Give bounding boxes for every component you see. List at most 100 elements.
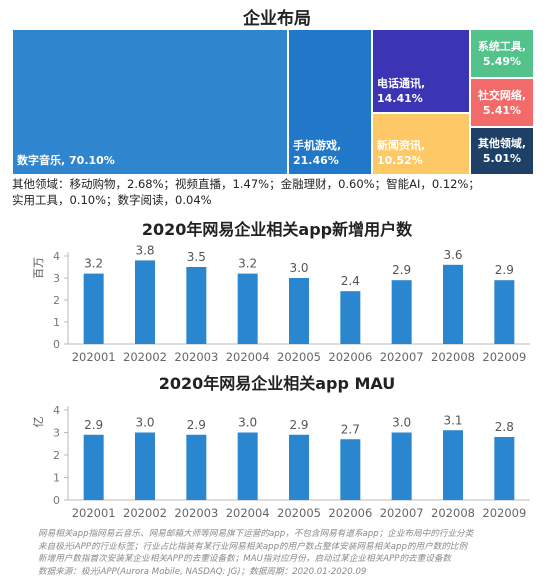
bar [289,434,309,500]
data-label: 2.9 [289,418,308,432]
x-tick-label: 202003 [174,506,218,520]
treemap: 数字音乐, 70.10% 手机游戏, 21.46% 电话通讯, 14.41% 新闻资… [12,29,534,175]
bar [186,434,207,500]
data-label: 3.1 [443,413,462,427]
x-tick-label: 202008 [431,506,475,520]
footnote-line-4: 数据来源：极光iAPP(Aurora Mobile, NASDAQ: JG)；数… [38,566,367,577]
bar [494,280,515,344]
x-tick-label: 202006 [328,350,372,364]
chart-title-new-users: 2020年网易企业相关app新增用户数 [141,220,413,239]
tile-label: 数字音乐 [17,154,61,167]
tile-mobile-games: 手机游戏, 21.46% [288,29,372,175]
bar [237,273,258,344]
tile-value: 5.01% [482,152,522,165]
tile-digital-music: 数字音乐, 70.10% [12,29,288,175]
x-tick-label: 202002 [123,506,167,520]
tile-value: 21.46% [293,154,339,167]
tile-label: 其他领域 [477,137,522,150]
x-tick-label: 202005 [277,506,321,520]
tile-social-network: 社交网络, 5.41% [470,78,534,127]
bar [186,267,207,344]
other-note-line-2: 实用工具，0.10%；数字阅读，0.04% [12,193,212,207]
tile-news: 新闻资讯, 10.52% [372,113,470,175]
bar-chart-mau: 0 1 2 3 4亿 2.9 202001 3.0 202002 2.9 202003 3.0 2020… [32,404,530,520]
bar [237,432,258,500]
bar [83,273,104,344]
x-tick-label: 202009 [482,506,526,520]
data-label: 2.9 [495,263,514,277]
y-tick-label: 2 [53,294,60,307]
y-tick-label: 1 [53,316,60,329]
x-tick-label: 202006 [328,506,372,520]
y-axis-label: 百万 [32,257,45,279]
tile-label: 电话通讯 [377,77,421,90]
tile-value: 10.52% [377,154,423,167]
bar-chart-new-users: 0 1 2 3 4 百万 3.2 202001 3.8 202002 3.5 202003 3.2 202… [32,243,530,364]
tile-label: 系统工具 [477,39,522,53]
x-tick-label: 202009 [482,350,526,364]
data-label: 2.8 [495,420,514,434]
footnote-line-3: 新增用户数指首次安装某企业相关APP的去重设备数；MAU指对应月份，启动过某企业… [38,554,452,564]
tile-label: 社交网络 [477,88,522,102]
chart-title-mau: 2020年网易企业相关app MAU [158,374,396,393]
data-label: 2.7 [341,422,360,436]
footnote-line-2: 来自极光iAPP的行业标签；行业占比指装有某行业网易相关app的用户数占整体安装… [38,541,468,552]
footnote: 网易相关app指网易云音乐、网易邮箱大师等网易旗下运营的app，不包含网易有道系… [38,528,548,578]
data-label: 3.0 [135,416,154,430]
bar [135,432,155,500]
data-label: 2.9 [392,263,411,277]
data-label: 2.9 [187,418,206,432]
x-tick-label: 202002 [123,350,167,364]
other-note-line-1: 其他领域：移动购物，2.68%；视频直播，1.47%；金融理财，0.60%；智能… [12,177,480,191]
x-tick-label: 202003 [174,350,218,364]
bar [340,439,361,500]
data-label: 2.9 [84,418,103,432]
y-tick-label: 2 [53,449,60,462]
tile-value: 70.10% [69,154,115,167]
y-tick-label: 0 [53,338,60,351]
data-label: 3.6 [443,248,462,262]
treemap-title: 企业布局 [243,9,311,29]
x-tick-label: 202005 [277,350,321,364]
tile-value: 5.41% [482,103,522,117]
x-tick-label: 202001 [72,506,116,520]
bar [443,264,463,344]
y-tick-label: 0 [53,494,60,507]
y-axis-label: 亿 [32,417,45,428]
tile-value: 5.49% [482,54,522,68]
data-label: 3.2 [238,257,257,271]
data-label: 3.0 [289,261,308,275]
tile-other-fields: 其他领域, 5.01% [470,127,534,175]
tile-label: 手机游戏 [293,139,337,152]
bar [494,437,515,500]
data-label: 2.4 [341,274,360,288]
y-tick-label: 4 [53,250,60,263]
bar [289,278,309,344]
x-tick-label: 202007 [380,506,424,520]
data-label: 3.0 [392,416,411,430]
x-tick-label: 202001 [72,350,116,364]
x-tick-label: 202004 [226,350,270,364]
tile-label: 新闻资讯 [377,139,421,152]
bar [391,280,412,344]
bar [135,260,155,344]
bar [83,434,104,500]
tile-system-tools: 系统工具, 5.49% [470,29,534,78]
tile-telecom: 电话通讯, 14.41% [372,29,470,113]
x-tick-label: 202004 [226,506,270,520]
bar [443,430,463,500]
bar [391,432,412,500]
other-fields-note: 其他领域：移动购物，2.68%；视频直播，1.47%；金融理财，0.60%；智能… [12,176,547,208]
x-tick-label: 202007 [380,350,424,364]
bar [340,291,361,344]
data-label: 3.0 [238,416,257,430]
y-tick-label: 1 [53,472,60,485]
data-label: 3.2 [84,257,103,271]
footnote-line-1: 网易相关app指网易云音乐、网易邮箱大师等网易旗下运营的app，不包含网易有道系… [38,529,474,539]
y-tick-label: 3 [53,272,60,285]
tile-value: 14.41% [377,92,423,105]
data-label: 3.8 [135,243,154,257]
y-tick-label: 3 [53,427,60,440]
y-tick-label: 4 [53,404,60,417]
x-tick-label: 202008 [431,350,475,364]
